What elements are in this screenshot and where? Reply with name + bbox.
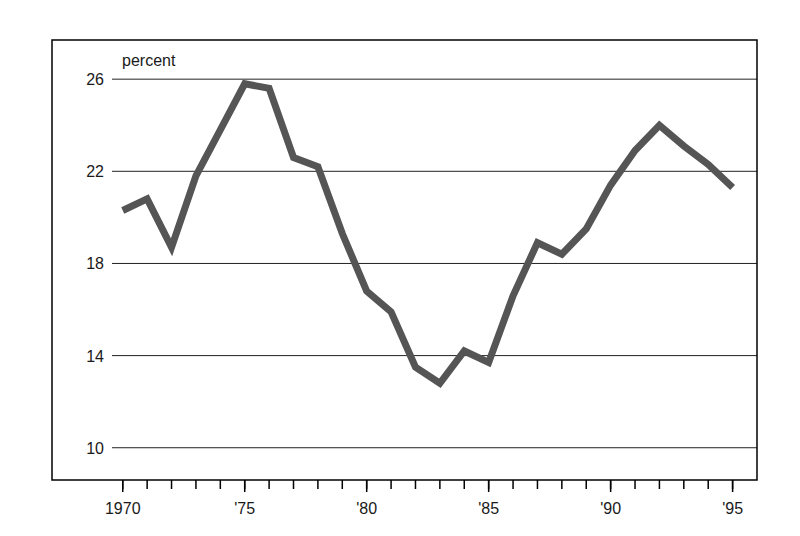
x-minor-tick — [195, 480, 197, 489]
x-minor-tick — [293, 480, 295, 489]
x-minor-tick — [171, 480, 173, 489]
x-minor-tick — [634, 480, 636, 489]
x-tick — [610, 480, 612, 492]
y-axis-label: percent — [122, 52, 176, 69]
data-line — [123, 84, 733, 383]
x-minor-tick — [439, 480, 441, 489]
grid-line — [112, 79, 757, 80]
x-tick-label: '85 — [478, 500, 499, 517]
x-tick — [122, 480, 124, 492]
x-tick-label: '90 — [600, 500, 621, 517]
x-minor-tick — [464, 480, 466, 489]
x-minor-tick — [659, 480, 661, 489]
x-minor-tick — [537, 480, 539, 489]
x-minor-tick — [683, 480, 685, 489]
y-tick-label: 26 — [86, 71, 104, 88]
x-tick-label: '75 — [234, 500, 255, 517]
x-tick — [732, 480, 734, 492]
plot-area — [123, 84, 733, 383]
chart-container: 10 14 18 22 26 percent 1970 '75 '80 '85 '90 '95 — [0, 0, 800, 536]
x-tick — [366, 480, 368, 492]
x-tick — [488, 480, 490, 492]
x-minor-tick — [415, 480, 417, 489]
x-minor-tick — [317, 480, 319, 489]
x-minor-tick — [146, 480, 148, 489]
plot-frame — [52, 40, 757, 480]
x-minor-tick — [561, 480, 563, 489]
x-minor-tick — [220, 480, 222, 489]
grid-line — [112, 171, 757, 172]
y-tick-label: 22 — [86, 163, 104, 180]
x-minor-tick — [390, 480, 392, 489]
x-tick-label: '80 — [356, 500, 377, 517]
y-tick-label: 18 — [86, 255, 104, 272]
grid-line — [112, 447, 757, 448]
x-minor-tick — [512, 480, 514, 489]
x-minor-tick — [342, 480, 344, 489]
x-tick-label: 1970 — [105, 500, 141, 517]
x-minor-tick — [707, 480, 709, 489]
chart-svg: 10 14 18 22 26 percent 1970 '75 '80 '85 '90 '95 — [0, 0, 800, 536]
grid-line — [112, 355, 757, 356]
x-minor-tick — [268, 480, 270, 489]
grid-line — [112, 263, 757, 264]
y-tick-label: 10 — [86, 440, 104, 457]
y-tick-label: 14 — [86, 348, 104, 365]
x-tick-label: '95 — [722, 500, 743, 517]
x-minor-tick — [585, 480, 587, 489]
x-tick — [244, 480, 246, 492]
